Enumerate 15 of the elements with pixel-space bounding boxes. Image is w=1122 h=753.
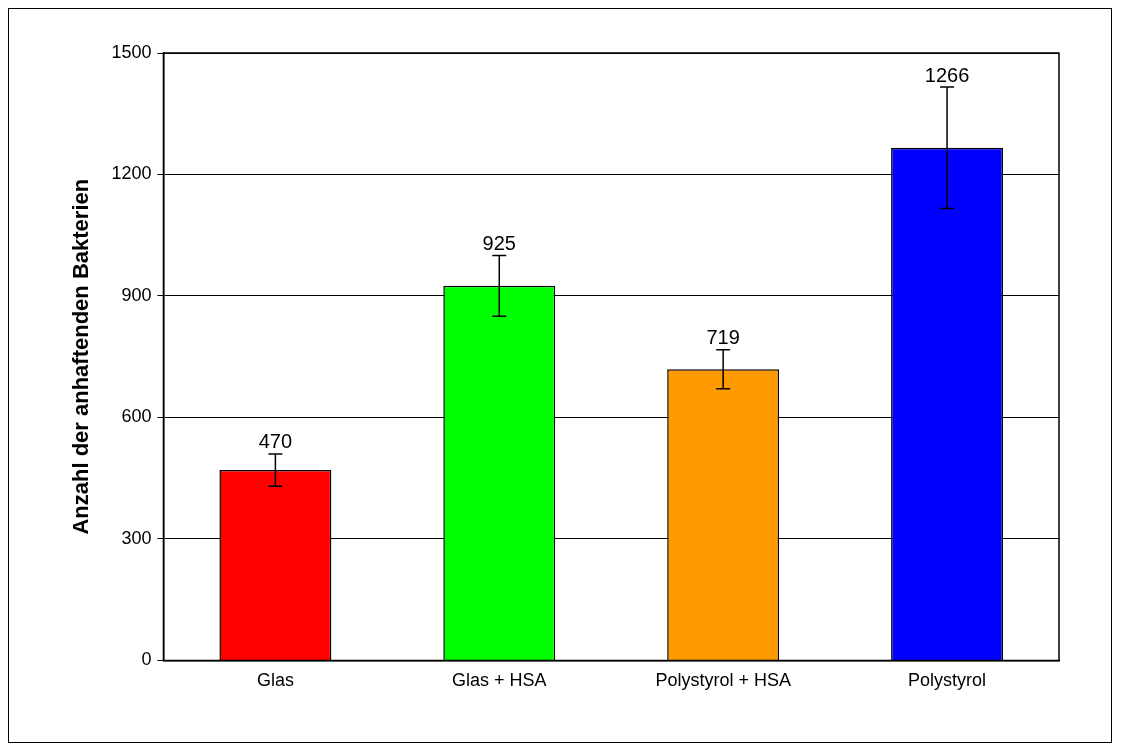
data-label: 719 [706,326,740,349]
data-label: 470 [258,430,293,453]
y-axis-title: Anzahl der anhaftenden Bakterien [68,178,94,535]
x-tick-label: Polystyrol + HSA [655,670,791,691]
y-tick-label: 300 [121,527,152,548]
x-tick-label: Glas [256,670,294,691]
data-label: 925 [482,231,516,254]
x-tick-label: Polystyrol [908,670,987,691]
y-tick-label: 600 [121,406,152,427]
data-label: 1266 [924,63,970,86]
x-tick-label: Glas + HSA [452,670,547,691]
y-tick-label: 900 [121,284,152,305]
y-tick-label: 0 [141,649,152,670]
y-tick-label: 1200 [111,163,152,184]
y-tick-label: 1500 [111,41,152,62]
